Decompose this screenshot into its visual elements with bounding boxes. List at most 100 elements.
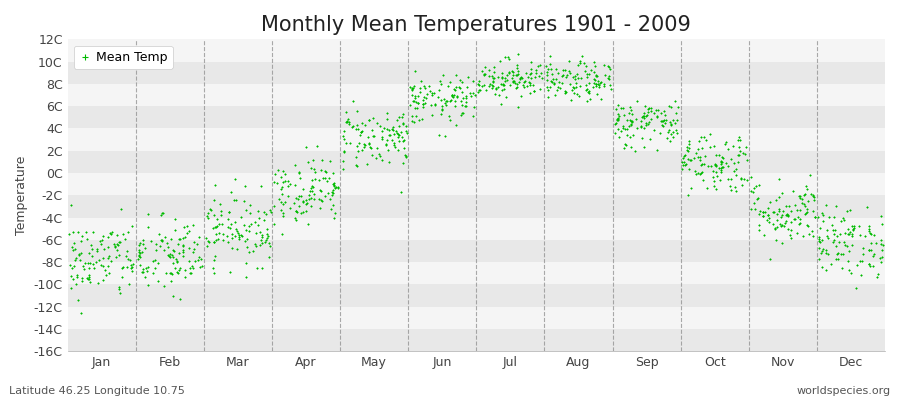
Mean Temp [244,221,258,228]
Mean Temp [830,250,844,257]
Mean Temp [379,140,393,147]
Mean Temp [432,132,446,139]
Mean Temp [202,206,217,212]
Mean Temp [216,237,230,244]
Title: Monthly Mean Temperatures 1901 - 2009: Monthly Mean Temperatures 1901 - 2009 [261,15,691,35]
Mean Temp [573,60,588,66]
Mean Temp [715,159,729,166]
Mean Temp [733,144,747,150]
Mean Temp [572,82,587,89]
Mean Temp [814,250,828,256]
Mean Temp [580,98,594,104]
Mean Temp [529,70,544,76]
Mean Temp [418,95,433,101]
Mean Temp [447,91,462,98]
Mean Temp [715,154,729,160]
Mean Temp [793,193,807,199]
Mean Temp [382,132,397,138]
Mean Temp [743,188,758,194]
Mean Temp [274,198,288,205]
Mean Temp [315,157,329,164]
Mean Temp [323,158,338,164]
Mean Temp [636,113,651,120]
Mean Temp [337,148,351,154]
Mean Temp [396,120,410,126]
Mean Temp [554,72,569,79]
Mean Temp [471,89,485,96]
Mean Temp [459,103,473,110]
Mean Temp [342,121,356,127]
Mean Temp [413,88,428,95]
Mean Temp [319,169,333,176]
Mean Temp [72,252,86,258]
Mean Temp [146,270,160,276]
Mean Temp [598,72,612,78]
Mean Temp [413,84,428,91]
Mean Temp [224,235,238,242]
Mean Temp [283,181,297,188]
Mean Temp [494,70,508,76]
Mean Temp [656,118,670,124]
Mean Temp [806,207,821,214]
Mean Temp [239,207,254,213]
Mean Temp [173,236,187,242]
Mean Temp [171,270,185,276]
Mean Temp [392,147,406,154]
Mean Temp [282,183,296,190]
Mean Temp [516,82,530,89]
Mean Temp [642,119,656,126]
Mean Temp [307,196,321,202]
Mean Temp [567,84,581,91]
Mean Temp [601,74,616,81]
Mean Temp [819,201,833,208]
Mean Temp [283,205,297,212]
Mean Temp [210,222,224,229]
Mean Temp [327,215,341,222]
Mean Temp [188,258,202,264]
Mean Temp [182,228,196,234]
Mean Temp [727,160,742,166]
Mean Temp [207,270,221,276]
Mean Temp [714,165,728,172]
Mean Temp [602,66,616,72]
Mean Temp [288,182,302,188]
Mean Temp [512,76,526,82]
Mean Temp [306,184,320,190]
Mean Temp [861,261,876,268]
Mean Temp [695,161,709,167]
Mean Temp [508,72,523,79]
Mean Temp [710,172,724,179]
Mean Temp [234,214,248,220]
Mean Temp [112,286,127,292]
Mean Temp [670,130,685,136]
Mean Temp [281,178,295,184]
Mean Temp [160,240,175,246]
Mean Temp [101,254,115,261]
Mean Temp [306,157,320,164]
Mean Temp [178,267,193,274]
Mean Temp [271,167,285,174]
Mean Temp [650,147,664,154]
Mean Temp [370,120,384,126]
Mean Temp [138,274,152,280]
Mean Temp [625,119,639,125]
Mean Temp [66,247,80,254]
Mean Temp [487,64,501,70]
Mean Temp [524,65,538,72]
Mean Temp [448,122,463,128]
Bar [68,62,885,84]
Mean Temp [65,265,79,272]
Mean Temp [442,113,456,120]
Mean Temp [689,150,704,156]
Mean Temp [299,144,313,150]
Mean Temp [395,134,410,141]
Mean Temp [611,116,625,123]
Mean Temp [548,66,562,72]
Mean Temp [541,86,555,93]
Legend: Mean Temp: Mean Temp [74,46,173,68]
Mean Temp [831,250,845,256]
Mean Temp [506,79,520,86]
Mean Temp [638,103,652,109]
Mean Temp [372,151,386,157]
Mean Temp [201,215,215,221]
